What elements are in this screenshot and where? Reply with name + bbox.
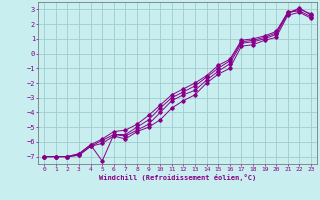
X-axis label: Windchill (Refroidissement éolien,°C): Windchill (Refroidissement éolien,°C) xyxy=(99,174,256,181)
